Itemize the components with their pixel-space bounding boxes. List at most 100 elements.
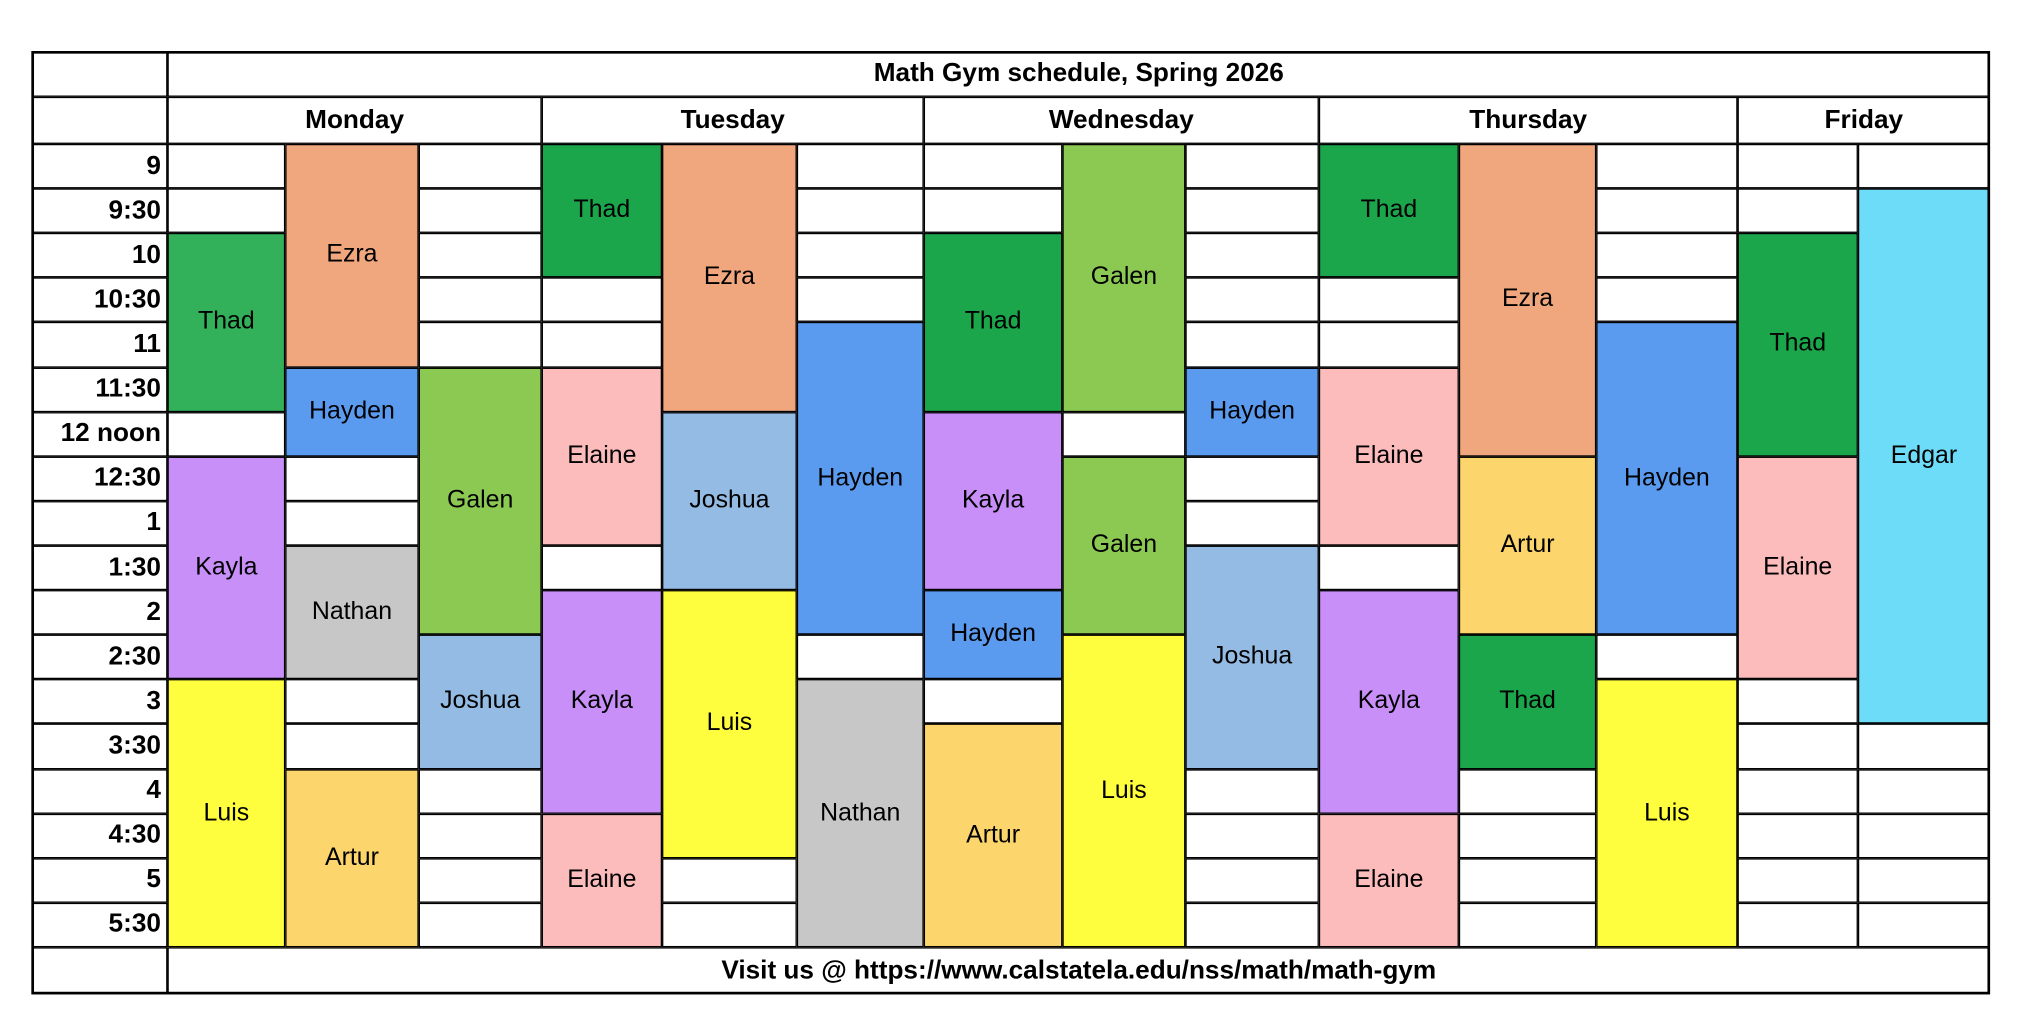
corner-cell xyxy=(31,947,168,995)
shift-block-edgar: Edgar xyxy=(1857,188,1991,725)
empty-slot xyxy=(418,768,542,814)
empty-slot xyxy=(796,634,924,680)
shift-block-hayden: Hayden xyxy=(796,322,924,635)
empty-slot xyxy=(1857,768,1991,814)
shift-block-ezra: Ezra xyxy=(1458,143,1597,457)
empty-slot xyxy=(1185,322,1319,368)
shift-block-nathan: Nathan xyxy=(285,545,419,680)
empty-slot xyxy=(1185,277,1319,323)
empty-slot xyxy=(923,679,1063,725)
empty-slot xyxy=(1596,277,1738,323)
empty-slot xyxy=(418,188,542,234)
empty-slot xyxy=(541,545,663,591)
shift-block-hayden: Hayden xyxy=(923,590,1063,680)
empty-slot xyxy=(796,143,924,189)
empty-slot xyxy=(1458,768,1597,814)
shift-block-hayden: Hayden xyxy=(285,367,419,457)
day-header-friday: Friday xyxy=(1737,96,1991,144)
shift-block-galen: Galen xyxy=(418,367,542,635)
time-label: 4:30 xyxy=(31,813,168,858)
empty-slot xyxy=(662,857,797,903)
day-header-wednesday: Wednesday xyxy=(923,96,1319,144)
shift-block-kayla: Kayla xyxy=(541,590,663,814)
empty-slot xyxy=(1737,857,1858,903)
empty-slot xyxy=(1596,233,1738,278)
empty-slot xyxy=(1737,679,1858,725)
empty-slot xyxy=(167,188,286,234)
empty-slot xyxy=(1857,143,1991,189)
shift-block-artur: Artur xyxy=(1458,456,1597,635)
shift-block-nathan: Nathan xyxy=(796,679,924,948)
empty-slot xyxy=(1596,634,1738,680)
empty-slot xyxy=(1062,411,1186,457)
shift-block-kayla: Kayla xyxy=(1318,590,1459,814)
shift-block-elaine: Elaine xyxy=(1318,367,1459,546)
empty-slot xyxy=(796,277,924,323)
empty-slot xyxy=(167,143,286,189)
time-label: 2:30 xyxy=(31,634,168,680)
empty-slot xyxy=(796,188,924,234)
empty-slot xyxy=(1458,902,1597,948)
shift-block-elaine: Elaine xyxy=(1737,456,1858,680)
time-label: 11:30 xyxy=(31,367,168,412)
empty-slot xyxy=(1185,857,1319,903)
empty-slot xyxy=(285,724,419,769)
empty-slot xyxy=(1185,768,1319,814)
shift-block-hayden: Hayden xyxy=(1596,322,1738,635)
shift-block-artur: Artur xyxy=(285,768,419,948)
shift-block-joshua: Joshua xyxy=(1185,545,1319,769)
empty-slot xyxy=(1185,813,1319,858)
empty-slot xyxy=(1737,188,1858,234)
empty-slot xyxy=(285,456,419,501)
time-label: 9:30 xyxy=(31,188,168,234)
empty-slot xyxy=(418,143,542,189)
empty-slot xyxy=(1857,724,1991,769)
empty-slot xyxy=(1737,768,1858,814)
empty-slot xyxy=(662,902,797,948)
shift-block-galen: Galen xyxy=(1062,456,1186,635)
empty-slot xyxy=(1857,813,1991,858)
shift-block-thad: Thad xyxy=(1318,143,1459,278)
shift-block-luis: Luis xyxy=(1062,634,1186,948)
shift-block-thad: Thad xyxy=(1458,634,1597,769)
shift-block-kayla: Kayla xyxy=(167,456,286,680)
shift-block-galen: Galen xyxy=(1062,143,1186,412)
corner-cell xyxy=(31,96,168,144)
empty-slot xyxy=(418,902,542,948)
shift-block-ezra: Ezra xyxy=(662,143,797,412)
empty-slot xyxy=(1318,322,1459,368)
time-label: 11 xyxy=(31,322,168,368)
shift-block-kayla: Kayla xyxy=(923,411,1063,591)
time-label: 1:30 xyxy=(31,545,168,591)
time-label: 3:30 xyxy=(31,724,168,769)
day-header-monday: Monday xyxy=(167,96,542,144)
time-label: 9 xyxy=(31,143,168,189)
empty-slot xyxy=(1185,188,1319,234)
time-label: 5:30 xyxy=(31,902,168,948)
shift-block-thad: Thad xyxy=(1737,233,1858,457)
empty-slot xyxy=(1737,143,1858,189)
empty-slot xyxy=(1458,813,1597,858)
empty-slot xyxy=(1596,143,1738,189)
time-label: 2 xyxy=(31,590,168,635)
day-header-tuesday: Tuesday xyxy=(541,96,924,144)
empty-slot xyxy=(796,233,924,278)
time-label: 12 noon xyxy=(31,411,168,457)
shift-block-ezra: Ezra xyxy=(285,143,419,368)
empty-slot xyxy=(418,322,542,368)
empty-slot xyxy=(1185,500,1319,546)
empty-slot xyxy=(1737,813,1858,858)
time-label: 12:30 xyxy=(31,456,168,501)
time-label: 1 xyxy=(31,500,168,546)
empty-slot xyxy=(1737,902,1858,948)
empty-slot xyxy=(418,277,542,323)
empty-slot xyxy=(541,322,663,368)
empty-slot xyxy=(541,277,663,323)
time-label: 10:30 xyxy=(31,277,168,323)
footer-link: Visit us @ https://www.calstatela.edu/ns… xyxy=(167,947,1991,995)
empty-slot xyxy=(1857,857,1991,903)
shift-block-hayden: Hayden xyxy=(1185,367,1319,457)
shift-block-luis: Luis xyxy=(1596,679,1738,948)
empty-slot xyxy=(1185,902,1319,948)
